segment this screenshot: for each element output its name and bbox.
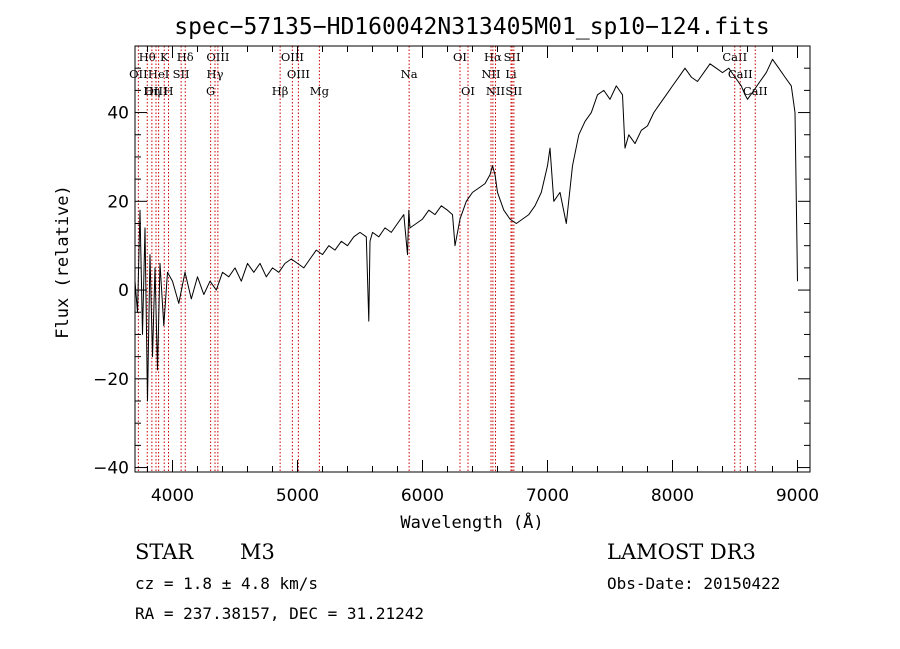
spectral-line-label: Hη [143,84,160,98]
spectral-line-label: OIII [144,84,167,98]
spectral-line-label: Mg [310,84,330,98]
spectral-line-label: Hγ [207,67,224,81]
chart-title: spec−57135−HD160042N313405M01_sp10−124.f… [174,14,769,40]
x-tick-label: 7000 [526,486,569,506]
x-tick-label: 9000 [776,486,819,506]
spectral-line-label: Li [505,67,517,81]
spectral-line-label: CaII [722,50,747,64]
observation-date: Obs-Date: 20150422 [607,574,781,593]
spectral-line-label: Hα [484,50,502,64]
coordinates-readout: RA = 237.38157, DEC = 31.21242 [135,604,424,623]
spectral-line-label: OIII [206,50,229,64]
spectral-line-label: SII [504,50,521,64]
y-tick-label: 40 [107,104,129,124]
redshift-readout: cz = 1.8 ± 4.8 km/s [135,574,319,593]
object-class: STAR [135,540,194,564]
spectral-line-label: OII [129,67,148,81]
data-layer [134,58,798,402]
spectral-line-label: SII [173,67,190,81]
spectral-line-label: NII [486,84,505,98]
spectral-line-label: OI [453,50,467,64]
axis-ticks: 4000 5000 6000 7000 8000 9000 −40 −20 0 20 40 [93,46,819,506]
spectral-line-label: OI [461,84,475,98]
x-tick-label: 5000 [276,486,319,506]
x-axis-label: Wavelength (Å) [400,511,543,533]
spectral-line-label: OIII [281,50,304,64]
spectral-line-label: Hθ [139,50,156,64]
spectral-line-label: CaII [743,84,768,98]
y-tick-label: 0 [118,281,129,301]
y-tick-label: −40 [93,459,129,479]
x-tick-label: 4000 [151,486,194,506]
spectral-line-label: CaII [728,67,753,81]
spectral-line-label: HeI [148,67,169,81]
spectral-line-label: OIII [287,67,310,81]
spectral-line-label: NII [481,67,500,81]
spectrum-series-line [134,58,798,402]
spectral-line-label: Na [401,67,418,81]
y-tick-label: −20 [93,370,129,390]
survey-name: LAMOST DR3 [607,540,756,564]
x-tick-label: 8000 [651,486,694,506]
spectral-line-label: Hδ [177,50,194,64]
spectral-subclass: M3 [240,540,275,564]
plot-frame [134,45,811,473]
y-tick-label: 20 [107,192,129,212]
spectral-line-label: G [206,84,215,98]
spectral-line-label: Hβ [272,84,289,98]
spectral-line-label: K [160,50,169,64]
y-axis-label: Flux (relative) [53,185,73,339]
x-tick-label: 6000 [401,486,444,506]
spectral-line-label: SII [505,84,522,98]
spectral-line-label: H [163,84,173,98]
